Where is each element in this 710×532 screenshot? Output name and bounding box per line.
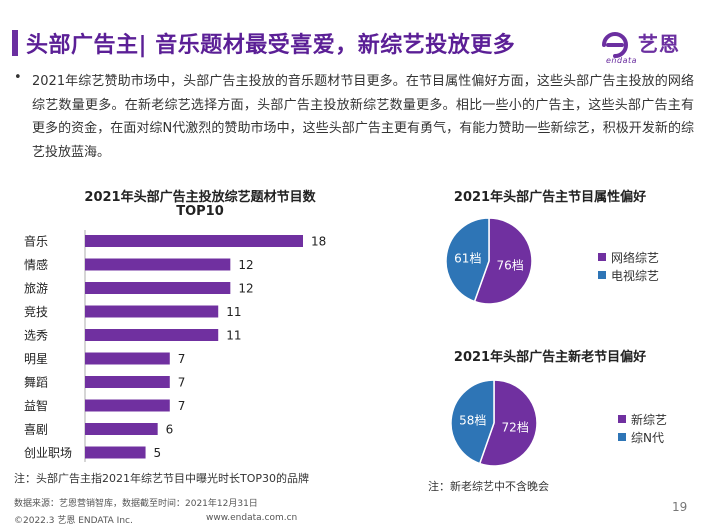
bar xyxy=(85,282,231,294)
legend-item: 新综艺 xyxy=(618,410,667,428)
bar-value-label: 11 xyxy=(226,329,241,343)
bar-chart-subtitle: TOP10 xyxy=(176,204,224,219)
title-accent-bar xyxy=(12,30,18,56)
pie-slice xyxy=(473,217,533,305)
bar-value-label: 5 xyxy=(154,446,162,460)
pie-slice-label: 61档 xyxy=(454,251,481,265)
summary-block: • 2021年综艺赞助市场中，头部广告主投放的音乐题材节目更多。在节目属性偏好方… xyxy=(14,70,694,164)
bar xyxy=(85,235,303,247)
pie-chart-2-legend: 新综艺 综N代 xyxy=(618,410,667,446)
endata-logo: 艺恩 endata xyxy=(598,28,702,68)
bar xyxy=(85,399,170,412)
bar xyxy=(85,446,146,459)
legend-swatch xyxy=(618,433,626,441)
pie-slice-label: 72档 xyxy=(502,421,529,435)
pie-chart-2: 72档 58档 xyxy=(450,379,538,467)
bar-value-label: 12 xyxy=(238,282,253,296)
pie-chart-1: 76档 61档 xyxy=(445,217,533,305)
bar-chart: 音乐 18 情感 12 旅游 12 竞技 11 选秀 11 明星 7 舞蹈 7 益智 7 喜剧 6 创业职场 5 xyxy=(24,230,326,462)
bar xyxy=(85,305,219,318)
legend-swatch xyxy=(598,253,606,261)
bar xyxy=(85,423,158,435)
bar-chart-note: 注：头部广告主指2021年综艺节目中曝光时长TOP30的品牌 xyxy=(14,472,310,485)
legend-item: 综N代 xyxy=(618,428,667,446)
bar-category-label: 旅游 xyxy=(24,282,48,296)
legend-item: 电视综艺 xyxy=(598,266,659,284)
bar-chart-title: 2021年头部广告主投放综艺题材节目数 xyxy=(84,190,316,205)
summary-text: 2021年综艺赞助市场中，头部广告主投放的音乐题材节目更多。在节目属性偏好方面，… xyxy=(32,74,694,160)
logo-subtext: endata xyxy=(606,56,638,65)
legend-swatch xyxy=(618,415,626,423)
legend-label: 新综艺 xyxy=(631,412,668,427)
bar-category-label: 选秀 xyxy=(24,329,48,343)
bar-value-label: 7 xyxy=(178,376,186,390)
logo-text: 艺恩 xyxy=(638,32,680,56)
bar-value-label: 7 xyxy=(178,352,186,366)
data-source: 数据来源：艺恩营销智库，数据截至时间：2021年12月31日 xyxy=(14,499,258,509)
bar-category-label: 创业职场 xyxy=(24,446,72,460)
legend-swatch xyxy=(598,271,606,279)
bar-value-label: 18 xyxy=(311,235,326,249)
bar-category-label: 喜剧 xyxy=(24,423,48,437)
bar-value-label: 6 xyxy=(166,423,174,437)
pie-slice xyxy=(445,217,490,303)
bar-category-label: 音乐 xyxy=(24,234,48,249)
bar-category-label: 益智 xyxy=(24,398,48,413)
bar xyxy=(85,258,231,271)
bar xyxy=(85,352,170,365)
pie-chart-1-legend: 网络综艺 电视综艺 xyxy=(598,248,659,284)
legend-item: 网络综艺 xyxy=(598,248,659,266)
pie-chart-1-title: 2021年头部广告主节目属性偏好 xyxy=(453,190,647,205)
bar-category-label: 明星 xyxy=(24,352,48,366)
pie-slice xyxy=(450,379,495,465)
bar-category-label: 舞蹈 xyxy=(24,376,48,390)
bar-value-label: 11 xyxy=(226,305,241,319)
page-number: 19 xyxy=(672,500,688,514)
bar-category-label: 情感 xyxy=(24,257,48,272)
pie-slice-label: 58档 xyxy=(459,413,486,427)
bar-value-label: 7 xyxy=(178,399,186,413)
bar-value-label: 12 xyxy=(238,258,253,272)
pie-slice-label: 76档 xyxy=(497,259,524,273)
bar xyxy=(85,376,170,388)
legend-label: 网络综艺 xyxy=(611,250,660,265)
page-title: 头部广告主| 音乐题材最受喜爱，新综艺投放更多 xyxy=(26,33,516,58)
copyright: ©2022.3 艺恩 ENDATA Inc. xyxy=(14,516,133,526)
legend-label: 综N代 xyxy=(631,430,664,445)
bar xyxy=(85,329,219,341)
pie-chart-2-title: 2021年头部广告主新老节目偏好 xyxy=(453,350,647,365)
logo-mark-icon xyxy=(602,32,628,58)
pie-chart-note: 注：新老综艺中不含晚会 xyxy=(428,480,549,493)
bar-category-label: 竞技 xyxy=(24,305,48,319)
legend-label: 电视综艺 xyxy=(611,268,660,283)
website-url: www.endata.com.cn xyxy=(206,513,298,523)
bullet-dot: • xyxy=(14,70,22,85)
